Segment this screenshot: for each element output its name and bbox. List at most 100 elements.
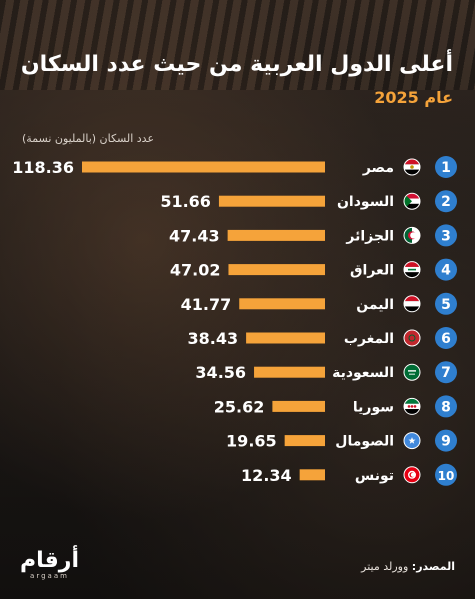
somalia-flag-ring (403, 432, 421, 450)
rank-badge (435, 361, 457, 384)
bar (299, 469, 325, 481)
rank-label: 10 (438, 469, 455, 483)
saudi-arabia-flag-ring (403, 363, 421, 381)
tunisia-flag (404, 466, 420, 483)
egypt-flag-ring (403, 158, 421, 176)
flag-stripe (404, 398, 420, 404)
value-label: 41.77 (181, 295, 232, 314)
bar (218, 195, 325, 207)
bar (227, 229, 325, 241)
somalia-flag (404, 432, 420, 449)
chart-row: 118.36 مصر 1 (12, 156, 457, 178)
value-label: 12.34 (241, 466, 292, 485)
iraq-flag-ring (403, 261, 421, 279)
rank-label: 2 (441, 194, 451, 210)
rank-badge (435, 327, 457, 349)
flag-stripe (404, 198, 420, 204)
chart-row: 12.34 تونس 10 (241, 463, 457, 486)
flag-emblem (410, 165, 414, 169)
flag-stripe (404, 272, 420, 278)
country-label: مصر (362, 160, 394, 176)
rank-badge (435, 224, 457, 247)
rank-label: 5 (441, 297, 451, 313)
flag-script (408, 370, 416, 372)
rank-label: 7 (441, 365, 451, 381)
flag-stripe (404, 203, 420, 210)
source-value: وورلد ميتر (361, 560, 409, 573)
morocco-flag (404, 330, 420, 346)
chart-row: 25.62 سوريا 8 (214, 395, 457, 418)
value-label: 47.02 (170, 261, 221, 280)
flag-stripe (404, 295, 420, 302)
flag-crescent-cut (410, 472, 415, 477)
rank-badge (435, 463, 457, 486)
algeria-flag (404, 227, 420, 244)
bar (284, 435, 325, 447)
logo-text: أرقام (20, 548, 79, 573)
flag-triangle (404, 193, 412, 210)
flag-star (407, 405, 411, 408)
chart-row: 47.43 الجزائر 3 (169, 224, 457, 247)
chart-row: 47.02 العراق 4 (170, 258, 457, 281)
flag-star (408, 437, 416, 444)
iraq-flag (404, 261, 420, 278)
saudi-arabia-flag (404, 364, 420, 381)
morocco-flag-ring (403, 329, 421, 347)
value-label: 118.36 (12, 158, 74, 177)
rank-badge (435, 190, 457, 213)
page-title: أعلى الدول العربية من حيث عدد السكان (20, 52, 453, 77)
country-label: السعودية (332, 365, 394, 381)
flag-crescent-cut (410, 232, 417, 239)
country-label: الجزائر (345, 228, 394, 244)
flag-field (404, 330, 420, 346)
flag-stripe (404, 159, 420, 165)
egypt-flag (404, 159, 420, 175)
value-label: 19.65 (226, 432, 277, 451)
source-label: المصدر: (411, 560, 455, 573)
rank-badge (435, 156, 457, 178)
argaam-logo: أرقام argaam (20, 548, 79, 581)
rank-badge (435, 429, 457, 452)
flag-stripe (404, 261, 420, 267)
yemen-flag-ring (403, 295, 421, 313)
flag-stripe (404, 306, 420, 312)
bar (246, 332, 325, 344)
country-label: اليمن (356, 297, 394, 313)
flag-field (404, 364, 420, 381)
chart-row: 51.66 السودان 2 (160, 190, 457, 213)
country-label: سوريا (353, 399, 394, 415)
logo-subtext: argaam (30, 572, 69, 580)
tunisia-flag-ring (403, 466, 421, 484)
yemen-flag (404, 295, 420, 312)
flag-star (408, 334, 416, 342)
bar (272, 400, 325, 412)
flag-script (408, 268, 416, 271)
country-label: تونس (355, 468, 394, 484)
rank-label: 9 (441, 434, 451, 450)
chart-row: 34.56 السعودية 7 (195, 361, 457, 384)
rank-label: 4 (441, 263, 451, 279)
sudan-flag (404, 193, 420, 210)
syria-flag-ring (403, 397, 421, 415)
bar (239, 298, 325, 310)
chart-row: 38.43 المغرب 6 (187, 327, 457, 349)
rank-badge (435, 258, 457, 281)
value-label: 34.56 (195, 363, 246, 382)
axis-label: عدد السكان (بالمليون نسمة) (22, 132, 155, 145)
country-label: العراق (350, 263, 394, 279)
chart-row: 41.77 اليمن 5 (181, 292, 457, 315)
flag-stripe (404, 301, 420, 307)
value-label: 38.43 (187, 329, 238, 348)
country-label: المغرب (344, 331, 394, 347)
bar (254, 366, 325, 378)
flag-stripe (404, 193, 420, 199)
rank-badge (435, 292, 457, 315)
rank-label: 6 (441, 331, 451, 347)
sudan-flag-ring (403, 192, 421, 210)
rank-label: 3 (441, 228, 451, 244)
flag-sword (409, 373, 415, 375)
algeria-flag-ring (403, 226, 421, 244)
